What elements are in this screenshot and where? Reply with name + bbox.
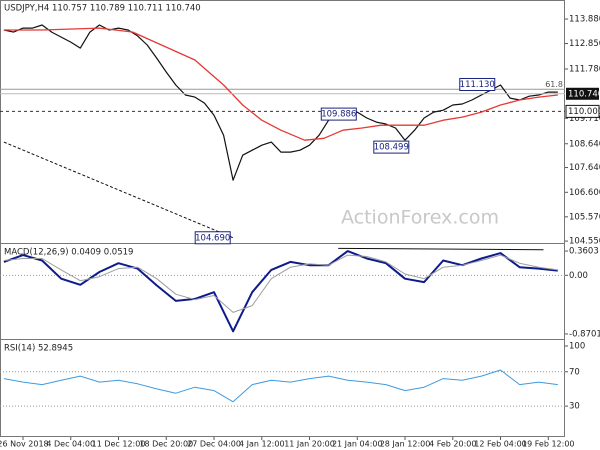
series-line — [3, 24, 558, 181]
y-tick-label: 100 — [569, 342, 585, 352]
x-tick-label: 4 Dec 04:00 — [46, 440, 95, 449]
last-price-box — [566, 87, 599, 100]
panel-title: RSI(14) 52.8945 — [4, 344, 73, 354]
x-tick-label: 18 Dec 20:00 — [139, 440, 193, 449]
y-tick-label: 108.640 — [569, 139, 600, 149]
y-tick-label: 0.3603 — [569, 247, 599, 257]
x-tick-label: 26 Nov 2018 — [0, 440, 49, 449]
annotation-label: 108.499 — [374, 143, 409, 153]
y-tick-label: 109.710 — [569, 114, 600, 124]
y-tick-label: 30 — [569, 402, 580, 412]
trend-line — [3, 141, 234, 239]
level-box — [565, 104, 600, 118]
series-line — [3, 27, 558, 141]
x-tick-label: 28 Jan 12:00 — [380, 440, 431, 449]
series-line — [3, 369, 558, 403]
y-tick-label: -0.8701 — [569, 329, 600, 339]
annotation-box — [194, 231, 231, 245]
x-tick-label: 12 Feb 04:00 — [474, 440, 526, 449]
level-label: 110.000 — [568, 107, 600, 117]
annotation-box — [373, 140, 410, 154]
trend-line — [338, 247, 544, 251]
x-tick-label: 27 Dec 04:00 — [187, 440, 241, 449]
y-tick-label: 105.570 — [569, 212, 600, 222]
x-tick-label: 4 Feb 20:00 — [429, 440, 476, 449]
x-tick-label: 11 Jan 20:00 — [284, 440, 335, 449]
y-tick-label: 111.780 — [569, 65, 600, 75]
y-tick-label: 113.880 — [569, 15, 600, 25]
y-tick-label: 107.640 — [569, 163, 600, 173]
panel-title: MACD(12,26,9) 0.0409 0.0519 — [4, 248, 133, 258]
x-tick-label: 4 Jan 12:00 — [239, 440, 285, 449]
annotation-label: 109.886 — [321, 110, 356, 120]
annotation-label: 111.130 — [460, 80, 495, 90]
x-tick-label: 21 Jan 04:00 — [332, 440, 383, 449]
y-tick-label: 0.00 — [569, 271, 588, 281]
last-price-label: 110.740 — [568, 89, 600, 99]
y-tick-label: 104.550 — [569, 237, 600, 247]
annotation-box — [459, 77, 496, 91]
watermark: ActionForex.com — [341, 207, 499, 229]
plot-frame — [0, 0, 565, 437]
fib-label: 61.8 — [545, 80, 563, 89]
panel-title: USDJPY,H4 110.757 110.789 110.711 110.74… — [4, 4, 201, 14]
x-tick-label: 11 Dec 12:00 — [92, 440, 146, 449]
annotation-box — [320, 107, 357, 121]
y-tick-label: 106.600 — [569, 188, 600, 198]
y-tick-label: 112.850 — [569, 39, 600, 49]
y-tick-label: 70 — [569, 367, 580, 377]
x-tick-label: 19 Feb 12:00 — [522, 440, 574, 449]
series-line — [3, 254, 558, 313]
annotation-label: 104.690 — [195, 233, 230, 243]
